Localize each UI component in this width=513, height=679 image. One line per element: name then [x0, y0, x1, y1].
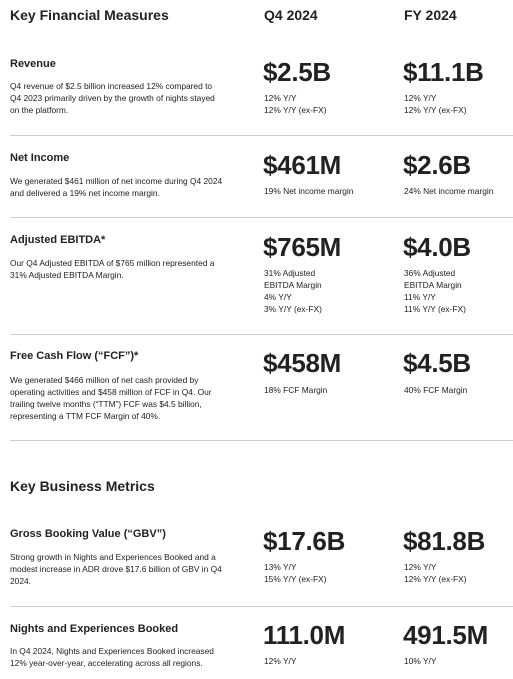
- note-line: 12% Y/Y: [404, 562, 437, 572]
- row-description: In Q4 2024, Nights and Experiences Booke…: [10, 646, 214, 668]
- note-line: EBITDA Margin: [404, 280, 462, 290]
- divider: [10, 334, 513, 335]
- note-line: 12% Y/Y (ex-FX): [404, 574, 467, 584]
- note-line: 12% Y/Y (ex-FX): [264, 105, 327, 115]
- note-line: EBITDA Margin: [264, 280, 322, 290]
- note-line: 12% Y/Y: [264, 93, 297, 103]
- divider: [10, 135, 513, 136]
- note-line: 40% FCF Margin: [404, 385, 468, 395]
- row-description: We generated $466 million of net cash pr…: [10, 375, 212, 421]
- column-header-fy-2024: FY 2024: [404, 7, 457, 23]
- q4-notes: 13% Y/Y 15% Y/Y (ex-FX): [264, 561, 327, 585]
- fy-value: 491.5M: [403, 620, 488, 650]
- q4-notes: 19% Net income margin: [264, 185, 353, 197]
- note-line: 12% Y/Y (ex-FX): [404, 105, 467, 115]
- q4-value: $461M: [263, 150, 341, 180]
- q4-value: 111.0M: [263, 620, 346, 650]
- fy-notes: 12% Y/Y 12% Y/Y (ex-FX): [404, 561, 467, 585]
- note-line: 11% Y/Y (ex-FX): [404, 304, 466, 314]
- row-description: Strong growth in Nights and Experiences …: [10, 552, 222, 586]
- row-description: We generated $461 million of net income …: [10, 176, 223, 198]
- fy-value: $11.1B: [403, 57, 484, 87]
- note-line: 11% Y/Y: [404, 292, 436, 302]
- fy-notes: 24% Net income margin: [404, 185, 493, 197]
- q4-value: $458M: [263, 348, 341, 378]
- note-line: 4% Y/Y: [264, 292, 292, 302]
- fy-value: $4.0B: [403, 232, 471, 262]
- row-title: Net Income: [10, 152, 70, 164]
- note-line: 3% Y/Y (ex-FX): [264, 304, 322, 314]
- q4-notes: 31% Adjusted EBITDA Margin 4% Y/Y 3% Y/Y…: [264, 267, 322, 315]
- divider: [10, 217, 513, 218]
- row-description: Q4 revenue of $2.5 billion increased 12%…: [10, 81, 215, 115]
- row-title: Revenue: [10, 58, 56, 70]
- note-line: 10% Y/Y: [404, 656, 437, 666]
- note-line: 19% Net income margin: [264, 186, 354, 196]
- note-line: 12% Y/Y: [404, 93, 437, 103]
- note-line: 13% Y/Y: [264, 562, 297, 572]
- q4-value: $765M: [263, 232, 341, 262]
- note-line: 12% Y/Y: [264, 656, 297, 666]
- key-financial-measures-heading: Key Financial Measures: [10, 7, 169, 23]
- note-line: 36% Adjusted: [404, 268, 456, 278]
- note-line: 15% Y/Y (ex-FX): [264, 574, 327, 584]
- q4-notes: 18% FCF Margin: [264, 384, 327, 396]
- row-title: Gross Booking Value (“GBV”): [10, 528, 166, 540]
- q4-value: $2.5B: [263, 57, 331, 87]
- fy-notes: 40% FCF Margin: [404, 384, 467, 396]
- row-description: Our Q4 Adjusted EBITDA of $765 million r…: [10, 258, 215, 280]
- row-title: Adjusted EBITDA*: [10, 234, 106, 246]
- divider: [10, 606, 513, 607]
- divider: [10, 440, 513, 441]
- q4-notes: 12% Y/Y: [264, 655, 296, 667]
- note-line: 18% FCF Margin: [264, 385, 328, 395]
- column-header-q4-2024: Q4 2024: [264, 7, 318, 23]
- fy-value: $81.8B: [403, 526, 486, 556]
- fy-value: $2.6B: [403, 150, 471, 180]
- fy-notes: 10% Y/Y: [404, 655, 436, 667]
- row-title: Free Cash Flow (“FCF”)*: [10, 350, 139, 362]
- row-title: Nights and Experiences Booked: [10, 623, 179, 635]
- note-line: 24% Net income margin: [404, 186, 494, 196]
- q4-value: $17.6B: [263, 526, 346, 556]
- fy-notes: 36% Adjusted EBITDA Margin 11% Y/Y 11% Y…: [404, 267, 466, 315]
- key-business-metrics-heading: Key Business Metrics: [10, 478, 155, 494]
- fy-value: $4.5B: [403, 348, 471, 378]
- fy-notes: 12% Y/Y 12% Y/Y (ex-FX): [404, 92, 467, 116]
- q4-notes: 12% Y/Y 12% Y/Y (ex-FX): [264, 92, 327, 116]
- note-line: 31% Adjusted: [264, 268, 316, 278]
